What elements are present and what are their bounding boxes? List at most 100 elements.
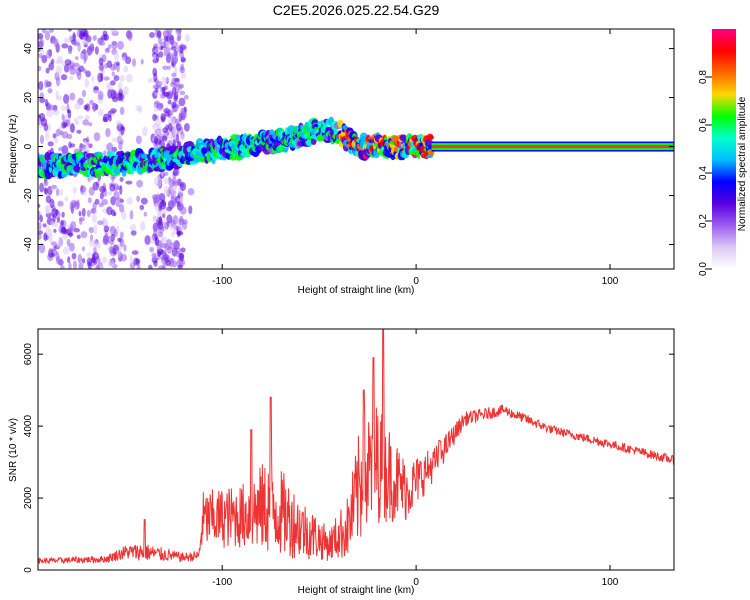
heat-noise-blob <box>41 29 47 34</box>
heat-noise-blob <box>106 142 114 152</box>
heat-noise-blob <box>169 242 176 250</box>
snr-plot-area <box>38 329 674 570</box>
heat-noise-blob <box>45 67 50 74</box>
y-tick-label: -20 <box>23 188 34 203</box>
y-tick-label: 0 <box>23 143 34 149</box>
heat-noise-blob <box>64 196 69 202</box>
heat-noise-blob <box>93 132 101 142</box>
heat-noise-blob <box>61 113 65 121</box>
heat-noise-blob <box>50 241 58 246</box>
heat-noise-blob <box>107 110 112 118</box>
heat-noise-blob <box>115 61 120 67</box>
heat-noise-blob <box>143 211 148 217</box>
heat-noise-blob <box>92 181 99 191</box>
heat-noise-blob <box>153 129 160 135</box>
heat-noise-blob <box>39 92 45 101</box>
x-tick-label: 0 <box>413 276 419 287</box>
heat-noise-blob <box>83 104 89 110</box>
y-tick-label: 6000 <box>23 343 34 366</box>
heat-noise-blob <box>45 195 52 204</box>
heat-noise-blob <box>50 184 57 192</box>
heat-noise-blob <box>163 46 168 57</box>
heat-noise-blob <box>53 228 57 233</box>
heat-noise-blob <box>120 253 128 262</box>
heat-noise-blob <box>110 233 116 242</box>
heat-noise-blob <box>121 56 127 62</box>
heat-noise-blob <box>154 84 162 89</box>
heat-noise-blob <box>87 261 92 269</box>
colorbar-tick-label: 0.2 <box>698 214 709 228</box>
heat-noise-blob <box>41 54 48 64</box>
heat-noise-blob <box>187 187 195 196</box>
heat-ridge-blob <box>268 129 275 136</box>
heat-noise-blob <box>123 65 129 73</box>
heat-noise-blob <box>57 200 64 207</box>
heat-noise-blob <box>115 120 122 126</box>
chart-title: C2E5.2026.025.22.54.G29 <box>273 2 440 18</box>
heat-noise-blob <box>72 260 77 269</box>
heat-noise-blob <box>81 246 86 252</box>
heat-noise-blob <box>97 220 104 226</box>
heat-noise-blob <box>88 238 95 247</box>
heat-noise-blob <box>39 182 45 193</box>
heat-noise-blob <box>105 82 111 91</box>
heat-noise-blob <box>72 62 80 68</box>
heat-noise-blob <box>68 262 72 269</box>
y-tick-label: 4000 <box>23 415 34 438</box>
heat-noise-blob <box>77 115 84 120</box>
heat-noise-blob <box>151 253 157 258</box>
heat-noise-blob <box>180 57 187 63</box>
heat-noise-blob <box>167 30 171 38</box>
heat-noise-blob <box>80 185 87 193</box>
heat-noise-blob <box>55 128 61 137</box>
heat-noise-blob <box>38 117 41 123</box>
snr-frame <box>37 328 675 571</box>
heat-noise-blob <box>44 98 49 107</box>
heat-noise-blob <box>153 72 158 83</box>
heat-noise-blob <box>144 235 151 245</box>
heat-noise-blob <box>38 243 46 254</box>
heat-noise-blob <box>50 38 54 44</box>
heat-noise-blob <box>179 181 187 192</box>
heat-noise-blob <box>120 125 125 131</box>
heat-noise-blob <box>179 206 187 215</box>
heat-noise-blob <box>136 179 144 188</box>
heat-noise-blob <box>170 81 176 87</box>
heat-noise-blob <box>184 33 191 43</box>
heat-noise-blob <box>72 33 76 43</box>
x-tick-label: 100 <box>602 577 619 588</box>
heat-noise-blob <box>47 87 53 94</box>
heat-noise-blob <box>176 122 182 132</box>
heat-noise-blob <box>113 75 120 82</box>
heat-noise-blob <box>69 242 75 252</box>
heat-noise-blob <box>140 58 144 65</box>
spectrogram-panel: -100 0 100 -40 -20 0 20 40 Height of straight l… <box>8 28 675 296</box>
heat-noise-blob <box>153 228 158 236</box>
heat-noise-blob <box>88 186 95 196</box>
colorbar-tick-label: 0.0 <box>698 262 709 276</box>
heat-noise-blob <box>169 257 175 263</box>
heat-noise-blob <box>84 114 90 121</box>
heat-ridge-blob <box>428 135 434 140</box>
heat-noise-blob <box>58 146 64 152</box>
heat-noise-blob <box>121 90 127 95</box>
heat-noise-blob <box>136 195 141 202</box>
heat-noise-blob <box>127 31 133 41</box>
heat-noise-blob <box>68 141 72 149</box>
heat-noise-blob <box>136 262 141 269</box>
heat-noise-blob <box>63 37 71 44</box>
heat-noise-blob <box>117 40 124 50</box>
heat-noise-blob <box>156 244 163 253</box>
heat-noise-blob <box>129 223 137 231</box>
heat-noise-blob <box>162 263 166 269</box>
heat-noise-blob <box>177 226 185 232</box>
heat-noise-blob <box>135 135 142 145</box>
x-tick-label: -100 <box>212 577 232 588</box>
heat-noise-blob <box>98 203 104 208</box>
heat-noise-blob <box>121 210 127 220</box>
heat-noise-blob <box>119 106 125 116</box>
colorbar-tick-label: 0.8 <box>698 70 709 84</box>
heat-noise-blob <box>99 185 106 193</box>
heat-noise-blob <box>61 43 69 49</box>
snr-ylabel: SNR (10 * v/v) <box>8 418 19 482</box>
